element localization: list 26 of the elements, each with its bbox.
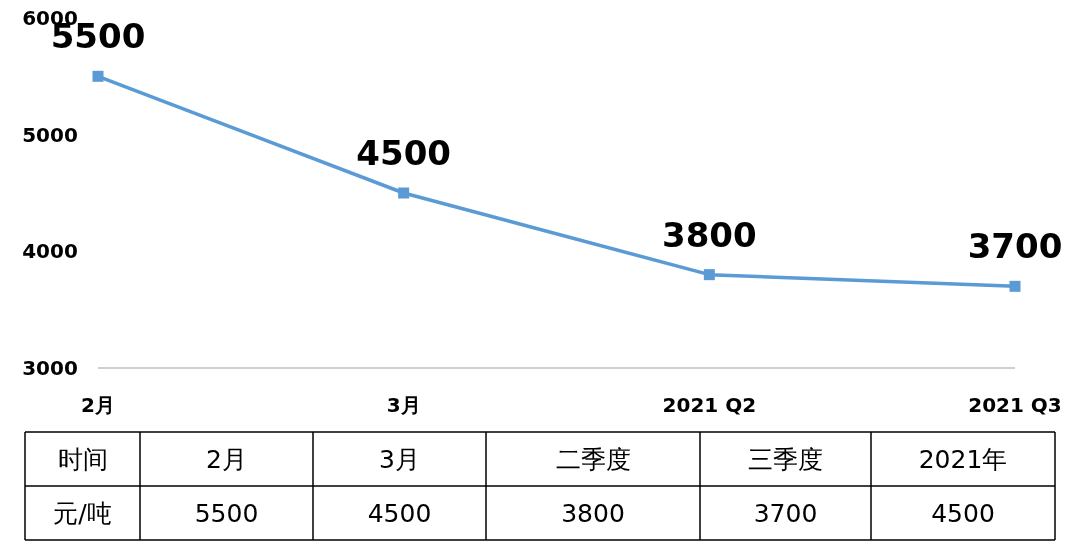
data-label: 3800 (662, 214, 757, 255)
category-label: 3月 (379, 445, 420, 474)
category-label: 二季度 (555, 445, 631, 474)
x-tick-label: 2021 Q3 (968, 393, 1062, 417)
x-tick-label: 2021 Q2 (662, 393, 757, 417)
data-label: 4500 (356, 133, 451, 173)
text: 元/吨 (53, 499, 112, 528)
y-tick-label: 3000 (22, 356, 78, 380)
point (92, 70, 104, 82)
category-label: 2月 (206, 445, 247, 474)
point (703, 269, 715, 281)
data-label: 3700 (967, 226, 1063, 267)
category-label: 2021年 (918, 445, 1008, 474)
data-label: 4500 (367, 499, 432, 528)
data-label: 3700 (753, 499, 818, 528)
x-tick-label: 3月 (386, 393, 421, 417)
x-tick-label: 2月 (81, 393, 115, 417)
text: 时间 (57, 445, 108, 474)
data-label: 4500 (931, 499, 995, 528)
category-label: 三季度 (748, 445, 823, 474)
data-label: 5500 (194, 499, 259, 528)
data-label: 3800 (561, 499, 625, 528)
y-tick-label: 5000 (22, 122, 78, 147)
y-tick-label: 4000 (22, 239, 78, 264)
point (1009, 280, 1021, 292)
point (398, 187, 410, 199)
